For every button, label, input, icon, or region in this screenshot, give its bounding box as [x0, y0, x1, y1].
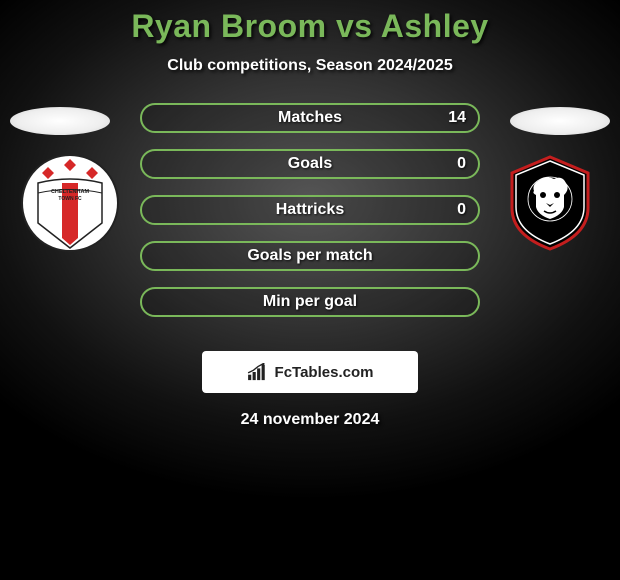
- stat-label: Goals: [288, 155, 332, 173]
- stat-row-goals-per-match: Goals per match: [140, 241, 480, 271]
- date-label: 24 november 2024: [0, 411, 620, 429]
- subtitle: Club competitions, Season 2024/2025: [0, 57, 620, 75]
- footer-brand-text: FcTables.com: [275, 364, 374, 381]
- stat-label: Goals per match: [247, 247, 372, 265]
- right-oval-decor: [510, 107, 610, 135]
- stat-right-value: 0: [457, 155, 466, 173]
- stat-label: Hattricks: [276, 201, 344, 219]
- stat-label: Min per goal: [263, 293, 357, 311]
- stat-row-goals: Goals 0: [140, 149, 480, 179]
- stat-right-value: 14: [448, 109, 466, 127]
- left-oval-decor: [10, 107, 110, 135]
- badge-text-top: CHELTENHAM: [51, 189, 90, 195]
- chart-icon: [247, 363, 269, 381]
- left-club-badge: CHELTENHAM TOWN FC: [20, 153, 120, 253]
- content-wrapper: Ryan Broom vs Ashley Club competitions, …: [0, 0, 620, 580]
- comparison-area: CHELTENHAM TOWN FC Matches 14: [0, 103, 620, 343]
- cheltenham-badge-icon: CHELTENHAM TOWN FC: [20, 153, 120, 253]
- stat-row-matches: Matches 14: [140, 103, 480, 133]
- stat-row-min-per-goal: Min per goal: [140, 287, 480, 317]
- stat-right-value: 0: [457, 201, 466, 219]
- stat-rows-container: Matches 14 Goals 0 Hattricks 0 Goals per…: [140, 103, 480, 333]
- badge-text-bottom: TOWN FC: [58, 196, 82, 202]
- salford-badge-icon: [500, 153, 600, 253]
- stat-label: Matches: [278, 109, 342, 127]
- page-title: Ryan Broom vs Ashley: [0, 8, 620, 45]
- footer-brand-box[interactable]: FcTables.com: [202, 351, 418, 393]
- right-club-badge: [500, 153, 600, 253]
- stat-row-hattricks: Hattricks 0: [140, 195, 480, 225]
